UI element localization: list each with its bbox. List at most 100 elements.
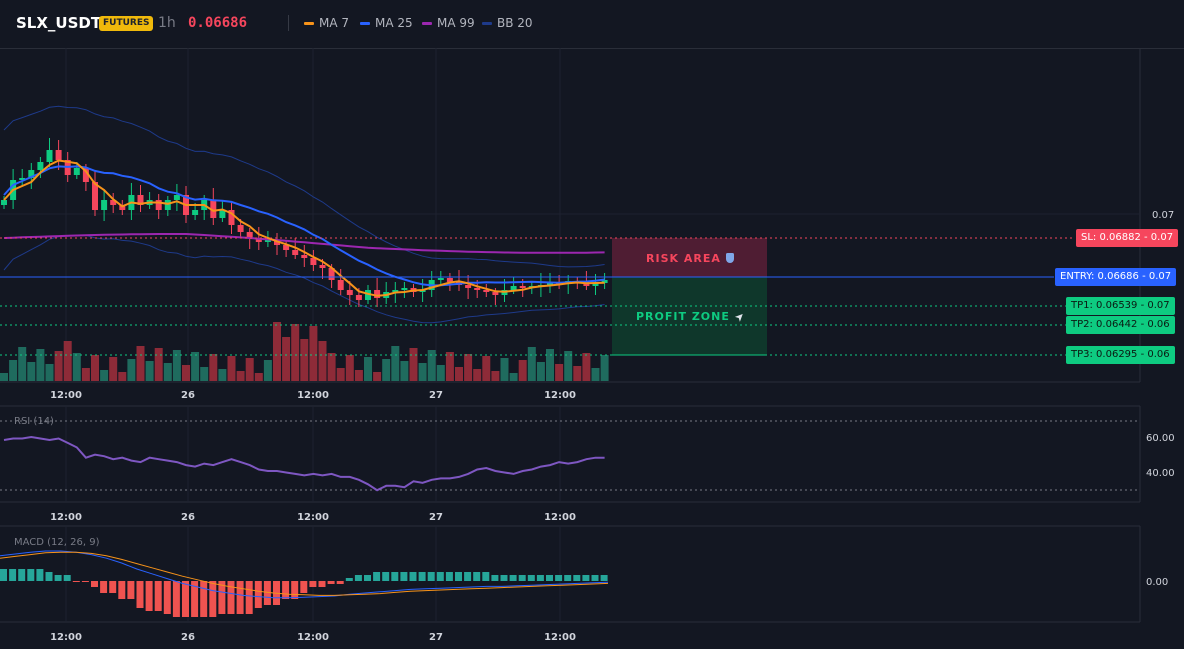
macd-hist-bar [409, 572, 417, 581]
volume-bar [591, 368, 600, 381]
macd-histogram [0, 569, 608, 617]
legend-ma7[interactable]: MA 7 [304, 16, 349, 30]
macd-hist-bar [464, 572, 472, 581]
candle-body [164, 200, 171, 210]
volume-bar [555, 364, 564, 381]
time-tick-label: 12:00 [50, 632, 82, 643]
header-divider [288, 15, 289, 31]
macd-hist-bar [391, 572, 399, 581]
macd-hist-bar [400, 572, 408, 581]
legend-ma7-label: MA 7 [319, 16, 350, 30]
volume-bar [109, 357, 118, 381]
volume-bar [546, 349, 554, 381]
time-tick-label: 12:00 [544, 390, 576, 401]
macd-hist-bar [182, 581, 189, 617]
profit-zone [612, 277, 767, 355]
macd-hist-bar [418, 572, 426, 581]
price-tick: 0.07 [1152, 210, 1174, 221]
macd-hist-bar [209, 581, 217, 617]
macd-hist-bar [163, 581, 171, 614]
volume-bar [300, 339, 309, 381]
candle-body [73, 168, 80, 175]
volume-bar [145, 361, 154, 381]
macd-hist-bar [245, 581, 253, 614]
shield-icon [725, 253, 734, 263]
legend-ma25[interactable]: MA 25 [360, 16, 413, 30]
macd-signal-line [0, 551, 609, 596]
ma7-line [3, 159, 605, 297]
candle-body [510, 286, 517, 290]
volume-bar [36, 349, 45, 381]
rsi-line [3, 435, 605, 492]
time-tick-label: 26 [181, 512, 195, 523]
time-tick-label: 12:00 [50, 390, 82, 401]
volume-bar [473, 369, 482, 381]
candle-body [119, 205, 126, 210]
volume-bar [455, 367, 463, 381]
macd-hist-bar [227, 581, 235, 614]
volume-bar [27, 362, 36, 381]
ma99-swatch [422, 22, 432, 25]
macd-hist-bar [527, 575, 535, 581]
macd-hist-bar [172, 581, 180, 617]
risk-area-text: RISK AREA [646, 252, 721, 265]
macd-hist-bar [118, 581, 126, 599]
volume-bar [227, 356, 236, 381]
volume-bar [491, 371, 500, 381]
volume-bar [136, 346, 145, 381]
macd-hist-bar [191, 581, 199, 617]
volume-bar [318, 341, 327, 381]
macd-hist-bar [436, 572, 444, 581]
volume-bar [573, 366, 582, 381]
macd-hist-bar [509, 575, 517, 581]
macd-hist-bar [127, 581, 135, 599]
candle-body [28, 170, 35, 178]
candle-body [37, 162, 44, 170]
macd-hist-bar [0, 569, 7, 581]
last-price: 0.06686 [188, 15, 248, 31]
volume-bar [72, 353, 81, 381]
macd-hist-bar [382, 572, 390, 581]
symbol-title[interactable]: SLX_USDT [16, 14, 102, 32]
macd-hist-bar [291, 581, 299, 599]
volume-bar [464, 354, 473, 381]
time-tick-label: 12:00 [297, 632, 329, 643]
macd-hist-bar [18, 569, 26, 581]
legend-ma99[interactable]: MA 99 [422, 16, 475, 30]
candle-body [46, 150, 53, 162]
time-tick-label: 12:00 [297, 512, 329, 523]
candle-body [283, 245, 290, 250]
macd-hist-bar [591, 575, 599, 581]
candle-body [210, 200, 217, 218]
volume-bar [263, 360, 272, 381]
volume-bar [582, 353, 591, 381]
tp3-price-label: TP3: 0.06295 - 0.06 [1066, 346, 1175, 364]
ma7-swatch [304, 22, 314, 25]
time-tick-label: 12:00 [50, 512, 82, 523]
timeframe-selector[interactable]: 1h [158, 15, 176, 31]
legend-ma25-label: MA 25 [375, 16, 413, 30]
legend-ma99-label: MA 99 [437, 16, 475, 30]
macd-hist-bar [100, 581, 108, 593]
volume-bar [291, 324, 300, 381]
volume-bar [564, 351, 573, 381]
candle-body [483, 290, 490, 292]
entry-price-label: ENTRY: 0.06686 - 0.07 [1055, 268, 1177, 286]
macd-hist-bar [72, 581, 80, 582]
volume-bar [345, 355, 354, 381]
macd-hist-bar [9, 569, 17, 581]
volume-bar [327, 353, 336, 381]
candle-body [592, 283, 599, 286]
volume-bar [273, 322, 281, 381]
candle-body [365, 290, 371, 300]
volume-bar [81, 368, 90, 381]
macd-hist-bar [364, 575, 371, 581]
candle-body [274, 240, 280, 245]
rsi-title: RSI (14) [14, 416, 54, 427]
macd-line [0, 550, 609, 599]
legend-bb20[interactable]: BB 20 [482, 16, 533, 30]
ma99-line [3, 233, 605, 254]
bb20-swatch [482, 22, 492, 25]
rsi-tick-60: 60.00 [1146, 433, 1175, 444]
